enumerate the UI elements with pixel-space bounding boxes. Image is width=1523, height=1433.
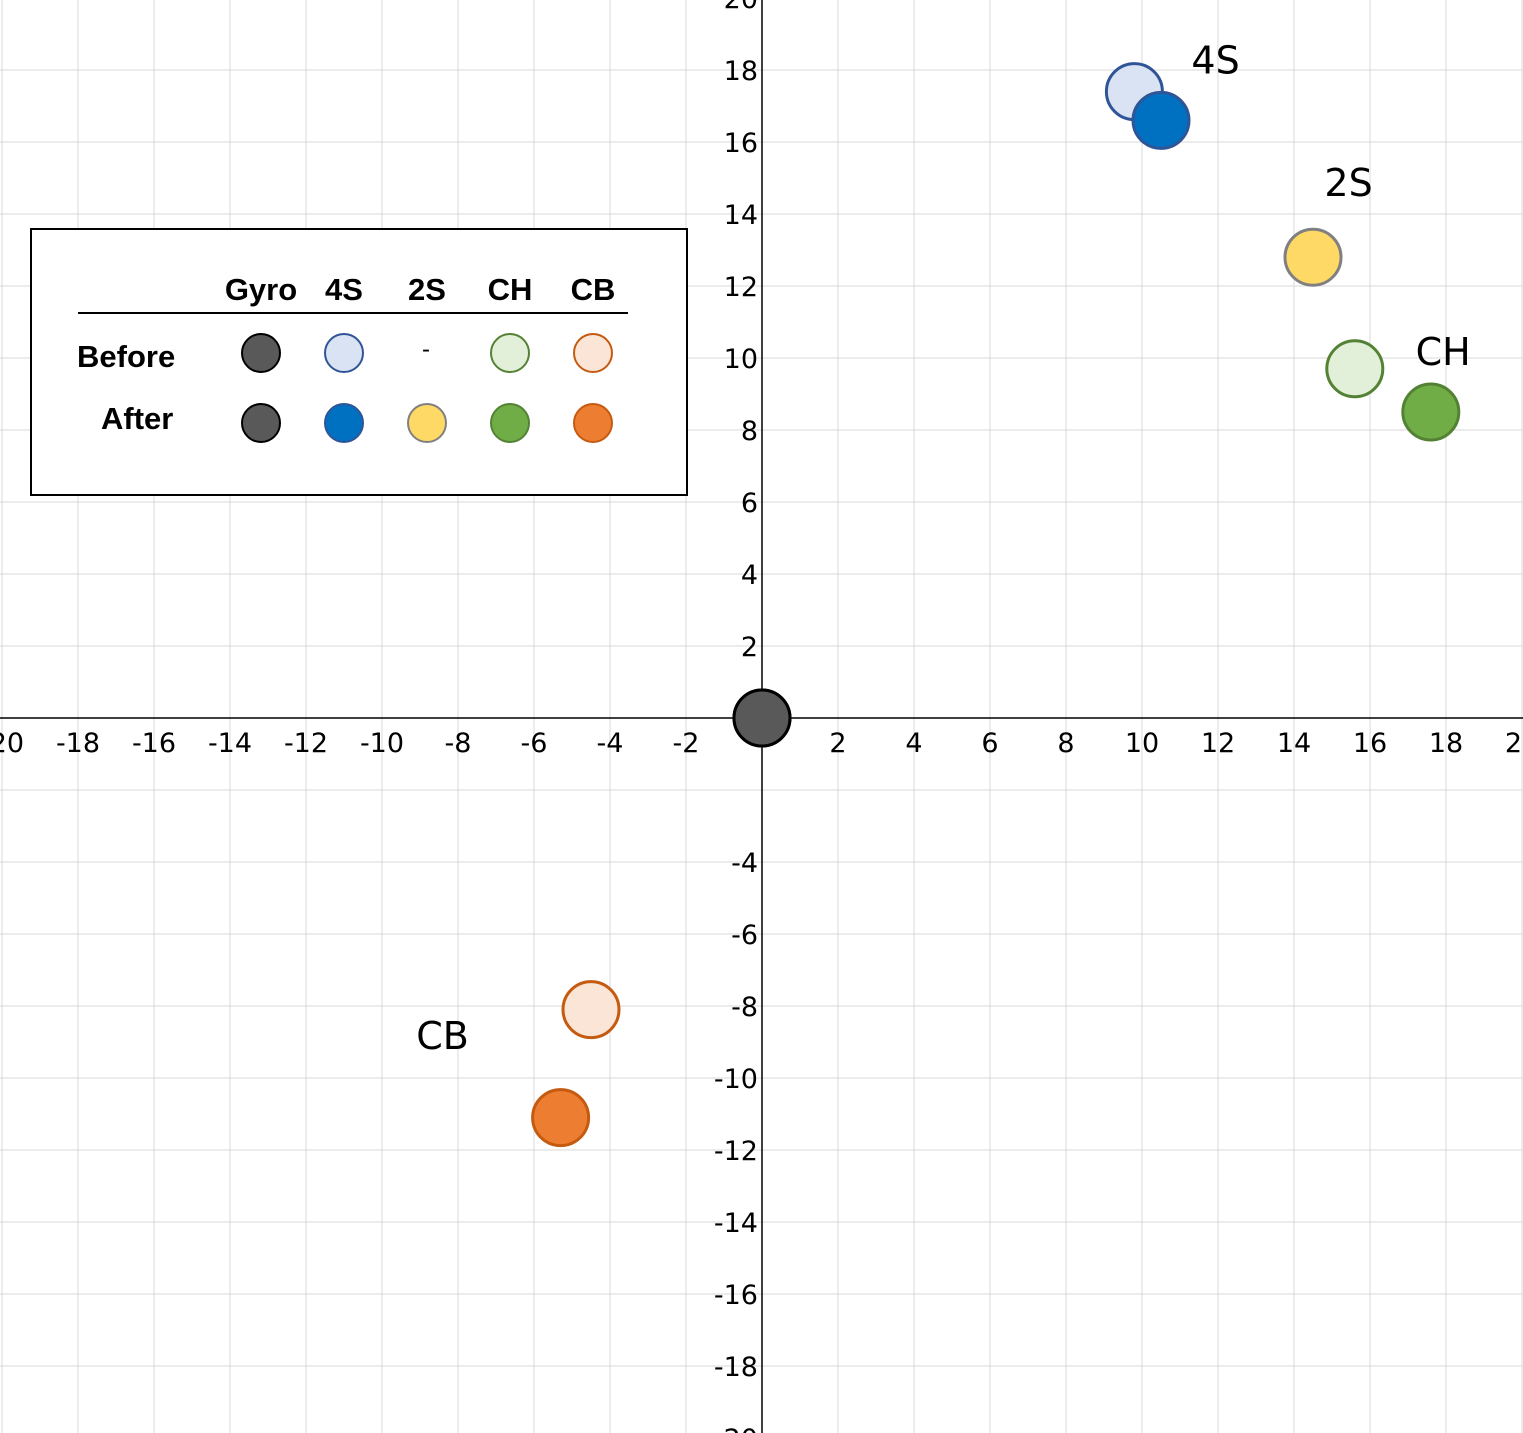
x-tick-label: 12 bbox=[1201, 728, 1235, 759]
x-tick-label: -8 bbox=[445, 728, 472, 759]
legend-divider bbox=[78, 312, 628, 314]
x-tick-label: -16 bbox=[132, 728, 176, 759]
legend-header-ch: CH bbox=[487, 272, 533, 307]
point-label-ch: CH bbox=[1416, 330, 1471, 374]
y-tick-label: -20 bbox=[714, 1424, 758, 1433]
point-label-cb: CB bbox=[416, 1014, 469, 1058]
y-tick-label: -18 bbox=[714, 1352, 758, 1383]
point-2s-after bbox=[1283, 227, 1343, 287]
x-tick-label: -6 bbox=[521, 728, 548, 759]
legend-dash-before-2s: - bbox=[422, 336, 430, 363]
legend-dot-before-ch bbox=[490, 333, 530, 373]
point-label-2s: 2S bbox=[1324, 161, 1372, 205]
point-cb-after bbox=[531, 1088, 591, 1148]
y-tick-label: 20 bbox=[724, 0, 758, 15]
legend-dot-after-ch bbox=[490, 403, 530, 443]
y-tick-label: 12 bbox=[724, 272, 758, 303]
y-tick-label: 14 bbox=[724, 200, 758, 231]
point-ch-before bbox=[1325, 339, 1385, 399]
y-tick-label: 18 bbox=[724, 56, 758, 87]
point-cb-before bbox=[561, 980, 621, 1040]
legend-header-4s: 4S bbox=[325, 272, 363, 307]
x-tick-labels: -20 -18 -16 -14 -12 -10 -8 -6 -4 -2 2 4 6 8 10 12 14 16 18… bbox=[0, 728, 1523, 759]
x-tick-label: 2 bbox=[829, 728, 846, 759]
legend-dot-after-cb bbox=[573, 403, 613, 443]
y-tick-label: 10 bbox=[724, 344, 758, 375]
y-tick-label: -4 bbox=[731, 848, 758, 879]
legend-dot-before-4s bbox=[324, 333, 364, 373]
point-gyro-after bbox=[732, 688, 792, 748]
y-tick-label: 6 bbox=[741, 488, 758, 519]
x-tick-label: -4 bbox=[597, 728, 624, 759]
x-tick-label: 16 bbox=[1353, 728, 1387, 759]
y-tick-label: 16 bbox=[724, 128, 758, 159]
point-label-4s: 4S bbox=[1191, 39, 1239, 83]
y-tick-label: -16 bbox=[714, 1280, 758, 1311]
legend-header-cb: CB bbox=[570, 272, 616, 307]
data-points bbox=[531, 62, 1461, 1148]
x-tick-label: 4 bbox=[905, 728, 922, 759]
point-ch-after bbox=[1401, 382, 1461, 442]
legend: Gyro 4S 2S CH CB Before - After bbox=[30, 228, 688, 496]
x-tick-label: -14 bbox=[208, 728, 252, 759]
x-tick-label: -18 bbox=[56, 728, 100, 759]
y-tick-label: -6 bbox=[731, 920, 758, 951]
y-tick-label: -10 bbox=[714, 1064, 758, 1095]
legend-dot-after-4s bbox=[324, 403, 364, 443]
x-tick-label: -20 bbox=[0, 728, 24, 759]
legend-row-after-label: After bbox=[101, 401, 174, 436]
y-tick-labels: 20 18 16 14 12 10 8 6 4 2 -4 -6 -8 -10 -12 -14 -16 -18 -20 bbox=[714, 0, 758, 1433]
y-tick-label: 2 bbox=[741, 632, 758, 663]
legend-dot-after-gyro bbox=[241, 403, 281, 443]
x-tick-label: 8 bbox=[1057, 728, 1074, 759]
legend-header-2s: 2S bbox=[408, 272, 446, 307]
y-tick-label: 4 bbox=[741, 560, 758, 591]
y-tick-label: -8 bbox=[731, 992, 758, 1023]
x-tick-label: -12 bbox=[284, 728, 328, 759]
x-tick-label: -2 bbox=[673, 728, 700, 759]
y-tick-label: -12 bbox=[714, 1136, 758, 1167]
x-tick-label: 20 bbox=[1505, 728, 1523, 759]
x-tick-label: 10 bbox=[1125, 728, 1159, 759]
point-4s-after bbox=[1131, 90, 1191, 150]
y-tick-label: 8 bbox=[741, 416, 758, 447]
legend-header-gyro: Gyro bbox=[224, 272, 298, 307]
x-tick-label: 14 bbox=[1277, 728, 1311, 759]
x-tick-label: -10 bbox=[360, 728, 404, 759]
y-tick-label: -14 bbox=[714, 1208, 758, 1239]
legend-dot-before-gyro bbox=[241, 333, 281, 373]
x-tick-label: 6 bbox=[981, 728, 998, 759]
point-labels: 4S 2S CH CB bbox=[416, 39, 1471, 1059]
legend-dot-before-cb bbox=[573, 333, 613, 373]
legend-row-before-label: Before bbox=[77, 339, 176, 374]
legend-dot-after-2s bbox=[407, 403, 447, 443]
x-tick-label: 18 bbox=[1429, 728, 1463, 759]
